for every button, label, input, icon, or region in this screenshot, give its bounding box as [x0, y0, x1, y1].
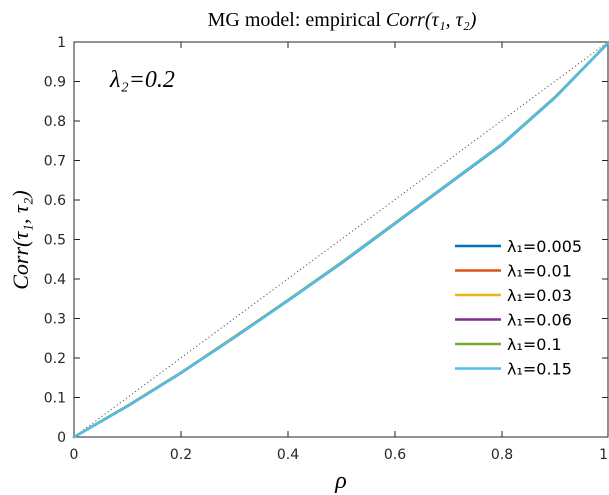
y-tick-label: 0.1	[44, 391, 66, 407]
legend-label: λ₁=0.1	[507, 335, 562, 354]
legend-label: λ₁=0.15	[507, 360, 572, 379]
legend-label: λ₁=0.01	[507, 262, 572, 281]
legend-item: λ₁=0.06	[455, 311, 572, 330]
x-axis-label: ρ	[334, 468, 347, 494]
lambda2-annotation: λ₂=0.2	[109, 67, 175, 93]
title-math: Corr(τ₁, τ₂)	[386, 9, 477, 31]
legend: λ₁=0.005 λ₁=0.01 λ₁=0.03 λ₁=0.06 λ₁=0.1 λ₁=0.…	[455, 237, 582, 379]
y-tick-label: 0.8	[44, 114, 66, 130]
y-tick-label: 0.6	[44, 193, 66, 209]
y-tick-label: 0.4	[44, 272, 66, 288]
legend-label: λ₁=0.03	[507, 286, 572, 305]
x-tick-label: 0.6	[384, 447, 406, 463]
y-tick-label: 0.7	[44, 154, 66, 170]
legend-item: λ₁=0.1	[455, 335, 562, 354]
series-line	[72, 40, 609, 439]
title-prefix: MG model: empirical	[208, 9, 386, 31]
y-axis-label: Corr(τ₁, τ₂)	[8, 190, 33, 290]
legend-item: λ₁=0.005	[455, 237, 582, 256]
y-tick-label: 0	[57, 430, 66, 446]
y-tick-label: 0.9	[44, 75, 66, 91]
x-tick-label: 0.8	[491, 447, 513, 463]
y-tick-label: 0.5	[44, 233, 66, 249]
legend-item: λ₁=0.15	[455, 360, 572, 379]
x-tick-label: 0.4	[277, 447, 299, 463]
y-tick-label: 0.2	[44, 351, 66, 367]
x-tick-label: 0.2	[170, 447, 192, 463]
chart-title: MG model: empirical Corr(τ₁, τ₂)	[208, 9, 477, 31]
y-tick-label: 0.3	[44, 312, 66, 328]
legend-item: λ₁=0.03	[455, 286, 572, 305]
plot-area: 0 0.1 0.2 0.3 0.4 0.5 0.6 0.7 0.8 0.9 1 0 0.2 0.4 0.6 0…	[44, 35, 609, 463]
x-tick-label: 1	[599, 447, 608, 463]
x-tick-label: 0	[70, 447, 79, 463]
y-tick-label: 1	[57, 35, 66, 51]
legend-item: λ₁=0.01	[455, 262, 572, 281]
legend-label: λ₁=0.005	[507, 237, 582, 256]
reference-diagonal	[73, 41, 609, 438]
legend-label: λ₁=0.06	[507, 311, 572, 330]
